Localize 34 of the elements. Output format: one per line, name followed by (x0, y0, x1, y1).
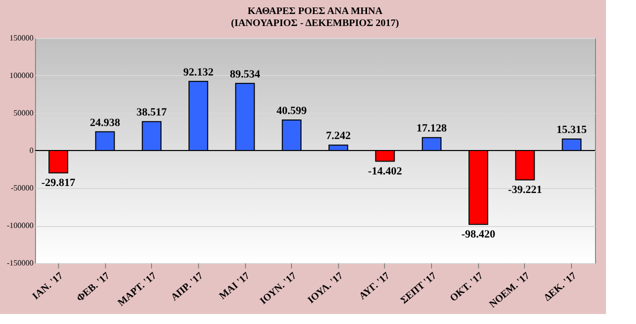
y-tick-label: -50000 (10, 184, 34, 192)
bar (375, 150, 395, 162)
bar (48, 150, 68, 174)
bar (422, 137, 442, 151)
chart-subtitle: (ΙΑΝΟΥΑΡΙΟΣ - ΔΕΚΕΜΒΡΙΟΣ 2017) (230, 18, 400, 29)
data-label: 15.315 (556, 124, 588, 136)
data-label: -39.221 (508, 184, 542, 196)
bar (235, 82, 255, 151)
bar (468, 150, 488, 225)
bar (95, 131, 115, 151)
x-tick-label: ΦΕΒ. '17 (74, 270, 112, 304)
data-label: 40.599 (276, 105, 308, 118)
data-label: 7.242 (326, 130, 352, 142)
y-tick-label: 0 (30, 146, 34, 155)
bar (282, 120, 302, 151)
data-label: 17.128 (416, 122, 448, 135)
bar (142, 121, 162, 151)
data-label: 24.938 (90, 116, 121, 129)
data-label: -14.402 (368, 165, 402, 178)
bar (188, 80, 208, 151)
bar (562, 138, 582, 151)
y-tick-label: 100000 (10, 71, 34, 80)
data-label: 92.132 (183, 66, 214, 78)
x-tick-label: ΙΑΝ. '17 (30, 270, 66, 302)
y-tick-label: 50000 (14, 108, 34, 118)
data-label: 38.517 (136, 106, 168, 119)
bar (515, 150, 535, 180)
y-tick-label: -100000 (6, 221, 34, 230)
data-label: -29.817 (41, 176, 76, 189)
data-label: -98.420 (461, 228, 496, 240)
y-tick-label: 150000 (10, 34, 34, 42)
data-label: 89.534 (230, 68, 261, 80)
y-tick-label: -150000 (6, 258, 34, 268)
chart-title: ΚΑΘΑΡΕΣ ΡΟΕΣ ΑΝΑ ΜΗΝΑ (248, 6, 384, 17)
